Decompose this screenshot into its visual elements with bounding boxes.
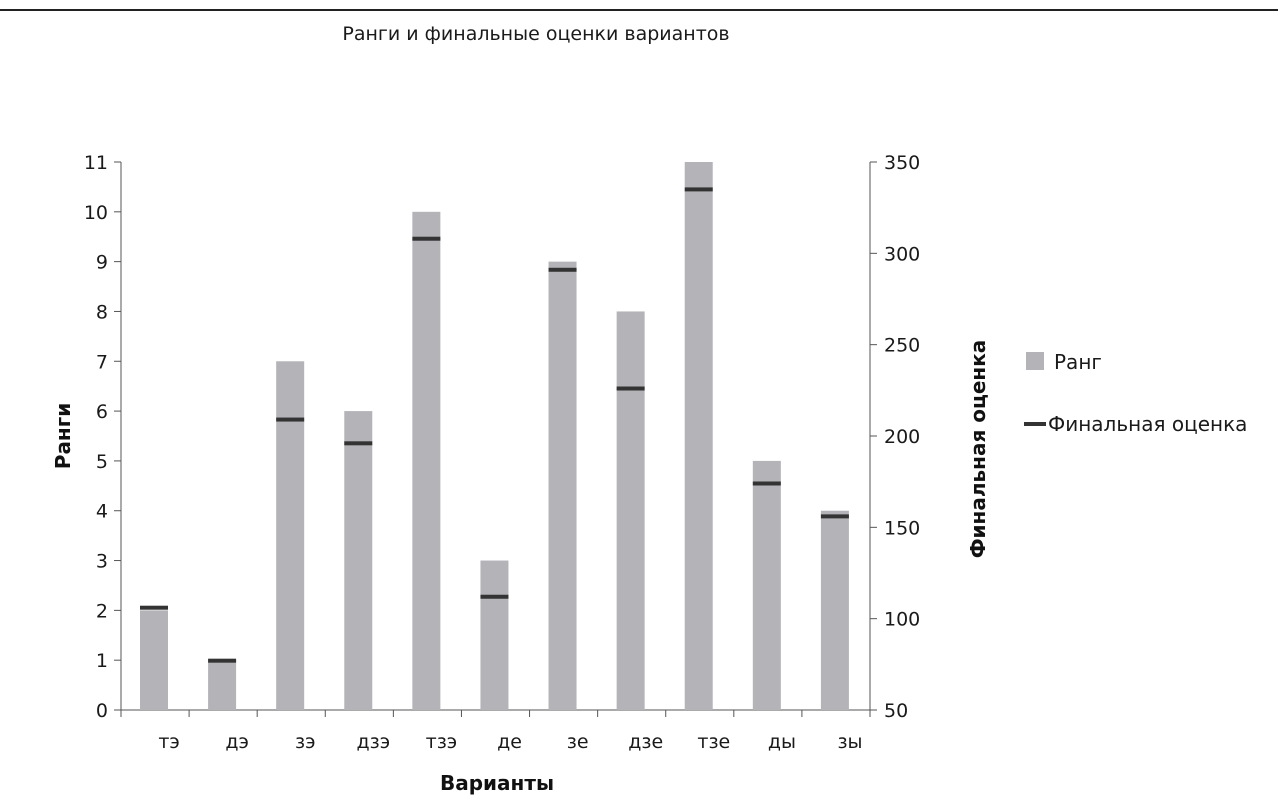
category-label: тзэ <box>426 731 458 753</box>
left-tick-label: 7 <box>96 351 108 373</box>
category-label: дзе <box>628 731 663 753</box>
category-label: де <box>497 731 522 753</box>
category-label: тэ <box>158 731 180 753</box>
bar-дэ <box>208 660 237 710</box>
bar-тзе <box>684 162 713 710</box>
marker-series <box>140 187 849 663</box>
bar-дзе <box>616 311 645 710</box>
left-tick-label: 6 <box>96 401 108 423</box>
legend-label-final-score: Финальная оценка <box>1048 412 1247 436</box>
marker-тзэ <box>412 236 441 241</box>
category-label: зэ <box>295 731 316 753</box>
left-tick-label: 0 <box>96 700 108 722</box>
bar-зы <box>820 510 849 710</box>
marker-тэ <box>140 605 168 610</box>
marker-де <box>480 594 509 599</box>
right-tick-label: 200 <box>884 426 920 448</box>
bar-де <box>480 560 509 710</box>
legend-swatch-rank <box>1026 352 1044 370</box>
marker-дэ <box>208 658 237 663</box>
top-rule <box>0 9 1278 11</box>
legend-swatch-final-score <box>1024 422 1046 426</box>
right-tick-label: 100 <box>884 609 920 631</box>
bar-ды <box>752 460 781 710</box>
right-tick-label: 250 <box>884 335 920 357</box>
left-tick-label: 11 <box>84 152 108 174</box>
category-label: ды <box>768 731 796 753</box>
legend: Ранг Финальная оценка <box>1024 350 1247 436</box>
category-label: тзе <box>697 731 730 753</box>
left-tick-label: 2 <box>96 600 108 622</box>
left-axis-ticks: 0 1 2 3 4 5 6 7 8 9 10 11 <box>84 152 121 722</box>
y-axis-title: Ранги <box>51 403 75 469</box>
left-tick-label: 3 <box>96 551 108 573</box>
marker-тзе <box>684 187 713 192</box>
x-axis-title: Варианты <box>440 771 554 795</box>
category-labels: тэ дэ зэ дзэ тзэ де зе дзе тзе ды зы <box>158 731 862 753</box>
left-tick-label: 5 <box>96 451 108 473</box>
bar-тэ <box>140 610 168 710</box>
category-label: зе <box>567 731 589 753</box>
right-tick-label: 350 <box>884 152 920 174</box>
y2-axis-title: Финальная оценка <box>966 340 990 559</box>
chart-title: Ранги и финальные оценки вариантов <box>342 23 729 45</box>
left-tick-label: 9 <box>96 252 108 274</box>
bar-зе <box>548 261 577 710</box>
marker-зе <box>548 267 577 272</box>
left-tick-label: 10 <box>84 202 108 224</box>
right-tick-label: 300 <box>884 243 920 265</box>
marker-зы <box>820 514 849 519</box>
legend-label-rank: Ранг <box>1054 350 1102 374</box>
marker-ды <box>752 481 781 486</box>
category-label: дэ <box>225 731 249 753</box>
left-tick-label: 4 <box>96 501 108 523</box>
bar-дзэ <box>344 411 373 710</box>
bar-зэ <box>276 361 305 710</box>
left-tick-label: 1 <box>96 650 108 672</box>
category-label: зы <box>837 731 862 753</box>
bar-тзэ <box>412 211 441 710</box>
right-axis-ticks: 50 100 150 200 250 300 350 <box>870 152 920 722</box>
right-tick-label: 50 <box>884 700 908 722</box>
left-tick-label: 8 <box>96 301 108 323</box>
bar-series <box>140 162 849 710</box>
marker-дзэ <box>344 441 373 446</box>
right-tick-label: 150 <box>884 517 920 539</box>
marker-зэ <box>276 417 305 422</box>
marker-дзе <box>616 386 645 391</box>
category-label: дзэ <box>357 731 391 753</box>
